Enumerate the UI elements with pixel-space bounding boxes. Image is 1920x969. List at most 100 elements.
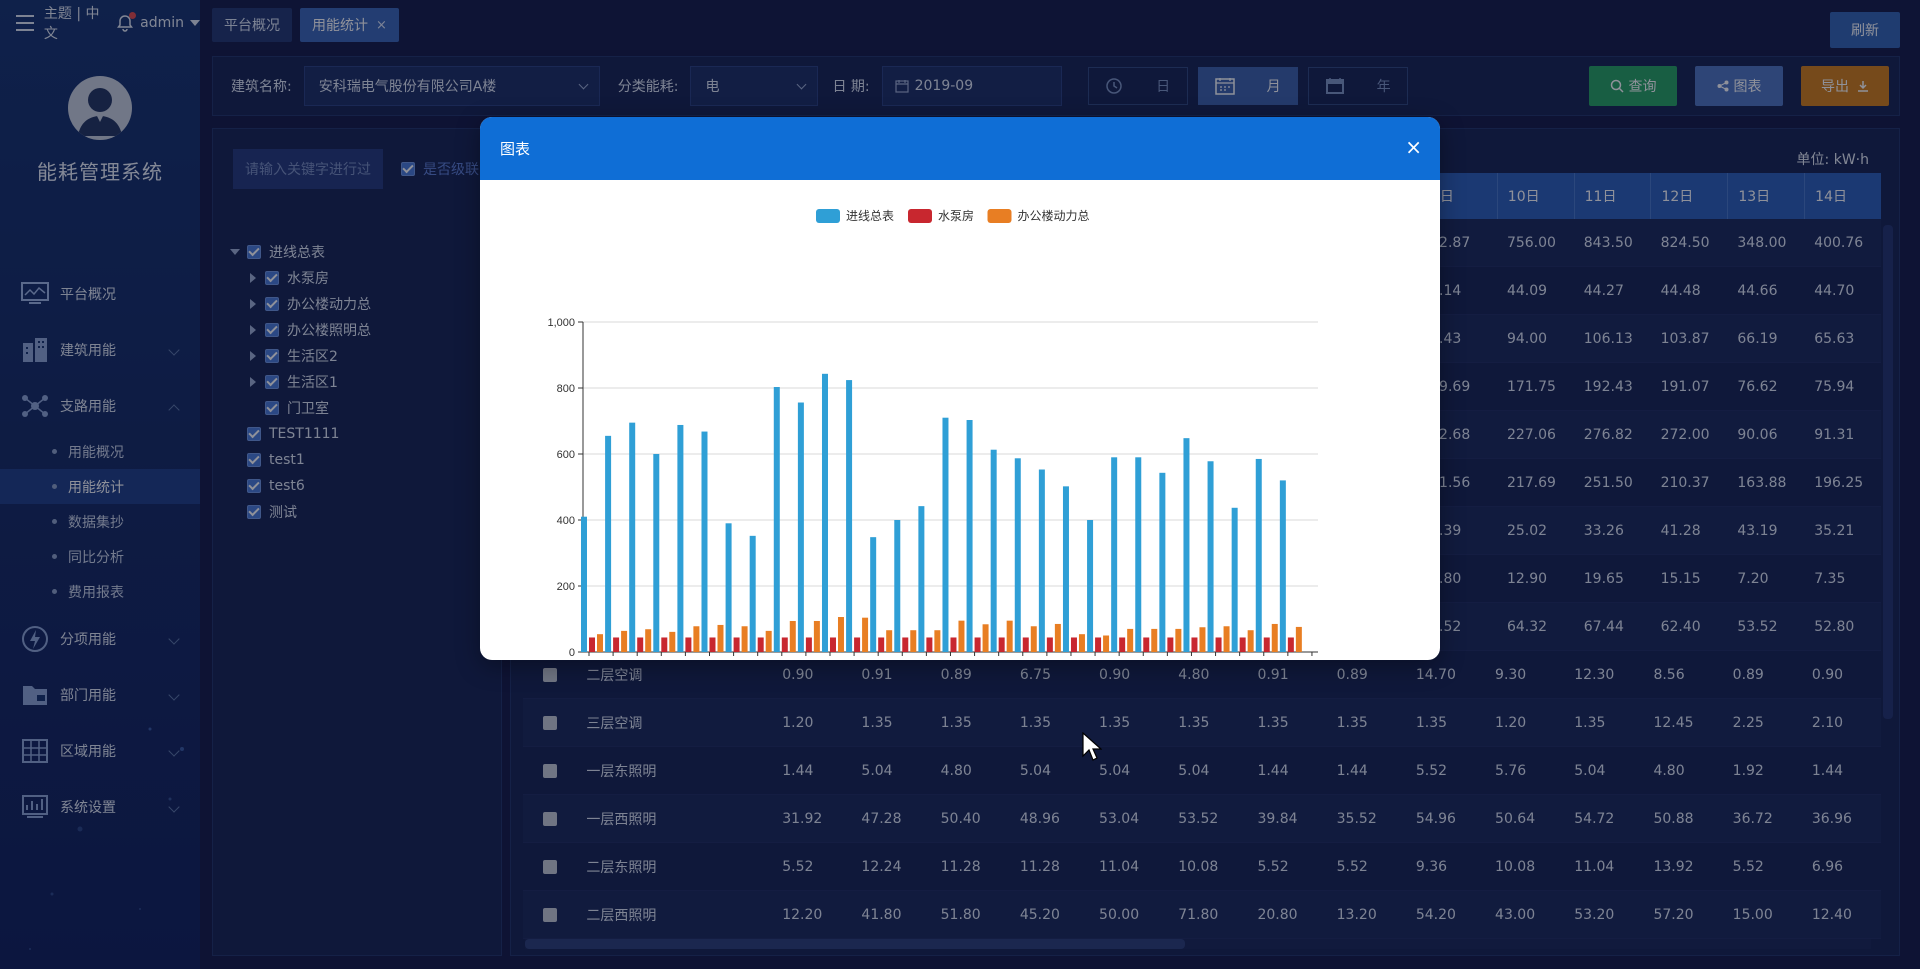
close-tab-icon[interactable]: × [376,17,387,33]
table-row: 一层东照明 1.44 5.04 4.80 5.04 5.04 5.04 1.44 1.44 5.5… [523,747,1881,795]
checkbox[interactable] [247,505,261,519]
checkbox[interactable] [247,427,261,441]
tree-node[interactable]: 水泵房 [229,265,371,291]
bell-icon[interactable] [116,12,137,32]
building-label: 建筑名称: [231,79,292,95]
bar-pump-room-9 [781,637,788,652]
table-cell: 25.02 [1506,522,1548,539]
tree-node[interactable]: TEST1111 [229,421,371,447]
submenu-item-energy-overview[interactable]: 用能概况 [0,434,200,469]
row-name: 二层东照明 [586,859,657,876]
column-header[interactable]: 10日 [1496,173,1574,219]
table-cell: 48.96 [1019,810,1060,827]
submenu-item-data-collection[interactable]: 数据集抄 [0,504,200,539]
bar-main-meter-8 [749,535,756,652]
row-checkbox[interactable] [542,715,557,730]
tab-energy-statistics[interactable]: 用能统计 × [300,8,399,42]
bar-pump-room-6 [709,637,716,652]
scrollbar-thumb[interactable] [525,939,1185,949]
bar-office-power-18 [1006,620,1013,652]
checkbox[interactable] [247,245,261,259]
export-button[interactable]: 导出 [1801,66,1889,106]
sidebar-item-area-energy[interactable]: 区域用能 [0,723,200,779]
tree-node[interactable]: test6 [229,473,371,499]
bar-pump-room-8 [757,637,764,652]
cascade-checkbox[interactable]: 是否级联 [401,159,479,179]
tree-node[interactable]: 测试 [229,499,371,525]
bar-office-power-5 [693,626,700,652]
query-button[interactable]: 查询 [1589,66,1677,106]
submenu-item-cost-report[interactable]: 费用报表 [0,574,200,609]
tree-node[interactable]: 生活区1 [229,369,371,395]
checkbox[interactable] [247,453,261,467]
table-cell: 5.76 [1495,762,1527,779]
sidebar-item-building-energy[interactable]: 建筑用能 [0,322,200,378]
tree-node[interactable]: 门卫室 [229,395,371,421]
table-cell: 4.80 [1653,762,1685,779]
table-cell: 71.80 [1178,906,1219,923]
checkbox[interactable] [247,479,261,493]
column-header[interactable]: 12日 [1650,173,1727,219]
row-checkbox[interactable] [542,811,557,826]
day-mode-button[interactable]: 日 [1087,67,1188,105]
checkbox[interactable] [401,162,415,176]
submenu-item-energy-statistics[interactable]: 用能统计 [0,469,200,504]
table-cell: 66.19 [1737,330,1778,347]
sidebar-item-department-energy[interactable]: 部门用能 [0,667,200,723]
sidebar-item-platform-overview[interactable]: 平台概况 [0,266,200,322]
date-picker[interactable]: 2019-09 [881,66,1062,106]
table-cell: 12.45 [1653,714,1694,731]
row-checkbox-cell [523,651,576,698]
tree-node[interactable]: 办公楼动力总 [229,291,371,317]
row-checkbox[interactable] [542,667,557,682]
vertical-scrollbar[interactable] [1883,225,1893,719]
table-cell: 1.35 [1574,714,1606,731]
horizontal-scrollbar[interactable] [525,939,1871,949]
chart-button[interactable]: 图表 [1695,66,1783,106]
checkbox[interactable] [265,323,279,337]
modal-header: 图表 × [480,117,1440,180]
sidebar-item-system-settings[interactable]: 系统设置 [0,779,200,835]
checkbox[interactable] [265,401,279,415]
building-select[interactable]: 安科瑞电气股份有限公司A楼 [303,66,600,106]
column-header[interactable]: 11日 [1573,173,1651,219]
table-cell: 75.94 [1814,378,1855,395]
table-cell: 91.31 [1814,426,1855,443]
row-checkbox[interactable] [542,859,557,874]
table-cell: 217.69 [1506,474,1556,491]
column-header[interactable]: 13日 [1727,173,1804,219]
tree-node[interactable]: 进线总表 [229,239,371,265]
user-name[interactable]: admin [140,15,184,31]
tree-node[interactable]: 生活区2 [229,343,371,369]
menu-icon[interactable] [16,15,34,31]
bar-pump-room-3 [637,637,644,652]
row-checkbox[interactable] [542,763,557,778]
close-icon[interactable]: × [1405,135,1422,159]
submenu-item-yoy-analysis[interactable]: 同比分析 [0,539,200,574]
month-mode-button[interactable]: 月 [1197,67,1298,105]
tree-node[interactable]: 办公楼照明总 [229,317,371,343]
bar-pump-room-23 [1119,637,1126,652]
checkbox[interactable] [265,349,279,363]
table-cell: 39.84 [1257,810,1298,827]
bar-office-power-2 [621,630,628,652]
column-header[interactable]: 14日 [1804,173,1881,219]
bar-main-meter-15 [918,506,925,652]
category-select[interactable]: 电 [690,66,819,106]
checkbox[interactable] [265,297,279,311]
checkbox[interactable] [265,375,279,389]
sidebar-item-branch-energy[interactable]: 支路用能 [0,378,200,434]
table-cell: 191.07 [1660,378,1710,395]
table-cell: 50.88 [1653,810,1694,827]
tree-search-input[interactable]: 请输入关键字进行过 [233,149,383,189]
theme-language-switch[interactable]: 主题 | 中文 [43,6,100,42]
row-checkbox[interactable] [542,907,557,922]
tab-platform-overview[interactable]: 平台概况 [212,8,292,42]
table-cell: 7.20 [1737,570,1769,587]
sidebar-item-category-energy[interactable]: 分项用能 [0,611,200,667]
refresh-button[interactable]: 刷新 [1830,12,1900,48]
year-mode-button[interactable]: 年 [1307,67,1408,105]
user-dropdown-icon[interactable] [190,20,200,26]
checkbox[interactable] [265,271,279,285]
tree-node[interactable]: test1 [229,447,371,473]
